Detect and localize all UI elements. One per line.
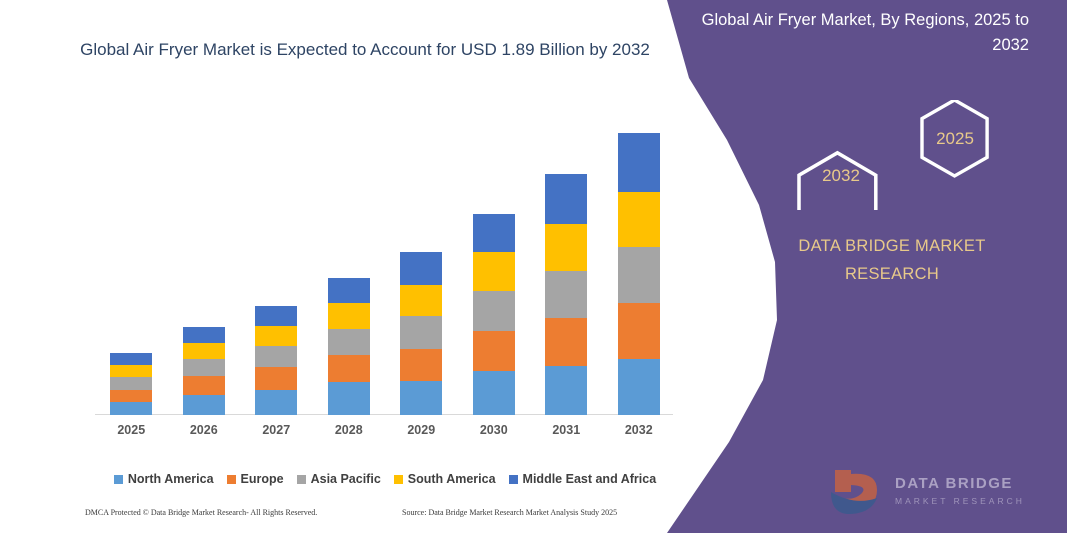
bar-column-2027 <box>255 306 298 415</box>
logo-text-line-2: MARKET RESEARCH <box>895 496 1025 506</box>
bar-column-2029 <box>400 252 443 415</box>
logo-svg: DATA BRIDGE MARKET RESEARCH <box>831 470 1025 515</box>
bar-segment <box>110 389 153 402</box>
bar-segment <box>545 174 588 224</box>
hex-badges-svg: 2032 2025 <box>797 98 989 245</box>
bar-segment <box>255 367 298 390</box>
panel-title: Global Air Fryer Market, By Regions, 202… <box>701 11 1029 54</box>
hex-badge-group: 2032 2025 <box>767 98 1067 245</box>
panel-shape <box>667 0 1067 533</box>
stacked-bar-plot <box>95 110 675 415</box>
bar-segment <box>182 342 225 360</box>
legend-item[interactable]: Middle East and Africa <box>508 472 657 486</box>
legend-item[interactable]: Asia Pacific <box>296 472 381 486</box>
x-axis-label-2029: 2029 <box>407 423 436 437</box>
chart-title: Global Air Fryer Market is Expected to A… <box>80 40 650 59</box>
bar-segment <box>617 359 660 415</box>
x-axis-label-2030: 2030 <box>479 423 508 437</box>
bar-segment <box>472 252 515 291</box>
bar-segment <box>400 348 443 382</box>
legend-item[interactable]: Europe <box>226 472 284 486</box>
legend-swatch <box>226 474 236 484</box>
bar-segment <box>255 389 298 415</box>
bar-segment <box>617 133 660 193</box>
x-axis-label-2031: 2031 <box>552 423 581 437</box>
legend-label: South America <box>407 472 496 486</box>
right-panel: Global Air Fryer Market, By Regions, 202… <box>667 0 1067 533</box>
legend-label: Middle East and Africa <box>522 472 657 486</box>
bar-column-2028 <box>327 277 370 415</box>
legend-swatch <box>113 474 123 484</box>
bar-segment <box>472 371 515 415</box>
logo-mark-stem <box>835 470 851 492</box>
brand-line-1: DATA BRIDGE MARKET <box>798 237 986 255</box>
legend-swatch <box>508 474 518 484</box>
bar-segment <box>110 353 153 366</box>
bar-segment <box>255 325 298 346</box>
bar-segment <box>182 326 225 343</box>
bar-segment <box>472 213 515 253</box>
brand-name: DATA BRIDGE MARKET RESEARCH <box>727 232 1057 288</box>
bar-column-2026 <box>182 326 225 415</box>
hexagon-2025-label: 2025 <box>936 129 974 148</box>
legend-swatch <box>393 474 403 484</box>
bar-column-2025 <box>110 353 153 415</box>
bar-segment <box>255 345 298 368</box>
bar-column-2031 <box>545 174 588 415</box>
bar-segment <box>545 223 588 271</box>
bar-segment <box>472 330 515 372</box>
x-axis-label-2032: 2032 <box>624 423 653 437</box>
x-axis-label-2025: 2025 <box>117 423 146 437</box>
bar-segment <box>327 303 370 329</box>
bar-segment <box>617 192 660 248</box>
bar-segment <box>472 291 515 331</box>
x-axis-label-2026: 2026 <box>189 423 218 437</box>
bar-column-2032 <box>617 133 660 415</box>
bar-segment <box>617 247 660 304</box>
x-axis-label-2027: 2027 <box>262 423 291 437</box>
bar-segment <box>182 394 225 415</box>
legend-label: North America <box>127 472 214 486</box>
footer-source: Source: Data Bridge Market Research Mark… <box>402 508 618 517</box>
footer: DMCA Protected © Data Bridge Market Rese… <box>0 508 700 528</box>
bar-segment <box>327 355 370 383</box>
hexagon-2025-shape <box>920 98 989 178</box>
bar-column-2030 <box>472 213 515 415</box>
chart-legend: North America Europe Asia Pacific South Ame… <box>95 472 675 486</box>
legend-label: Asia Pacific <box>310 472 381 486</box>
bar-segment <box>110 401 153 415</box>
bar-segment <box>255 306 298 326</box>
x-axis-line <box>95 414 673 415</box>
bar-segment <box>545 318 588 367</box>
legend-item[interactable]: North America <box>113 472 214 486</box>
bar-segment <box>182 359 225 377</box>
hexagon-2032-label: 2032 <box>822 166 860 185</box>
bar-segment <box>545 366 588 415</box>
bar-segment <box>110 365 153 378</box>
legend-swatch <box>296 474 306 484</box>
bar-segment <box>327 382 370 415</box>
footer-copyright: DMCA Protected © Data Bridge Market Rese… <box>85 508 318 517</box>
bar-segment <box>110 377 153 390</box>
bar-segment <box>400 284 443 317</box>
bar-segment <box>617 303 660 360</box>
logo-mark-blue <box>831 492 877 515</box>
bar-segment <box>545 270 588 319</box>
brand-line-2: RESEARCH <box>844 265 940 283</box>
bar-segment <box>400 381 443 415</box>
legend-item[interactable]: South America <box>393 472 496 486</box>
x-axis-labels: 2025 2026 2027 2028 2029 2030 2031 2032 <box>95 423 675 445</box>
bar-segment <box>182 376 225 395</box>
bar-segment <box>400 252 443 285</box>
bar-segment <box>327 328 370 356</box>
legend-label: Europe <box>240 472 284 486</box>
x-axis-label-2028: 2028 <box>334 423 363 437</box>
bar-segment <box>400 316 443 349</box>
logo-text-line-1: DATA BRIDGE <box>895 475 1013 492</box>
data-bridge-logo: DATA BRIDGE MARKET RESEARCH <box>827 466 1047 518</box>
bar-segment <box>327 277 370 304</box>
